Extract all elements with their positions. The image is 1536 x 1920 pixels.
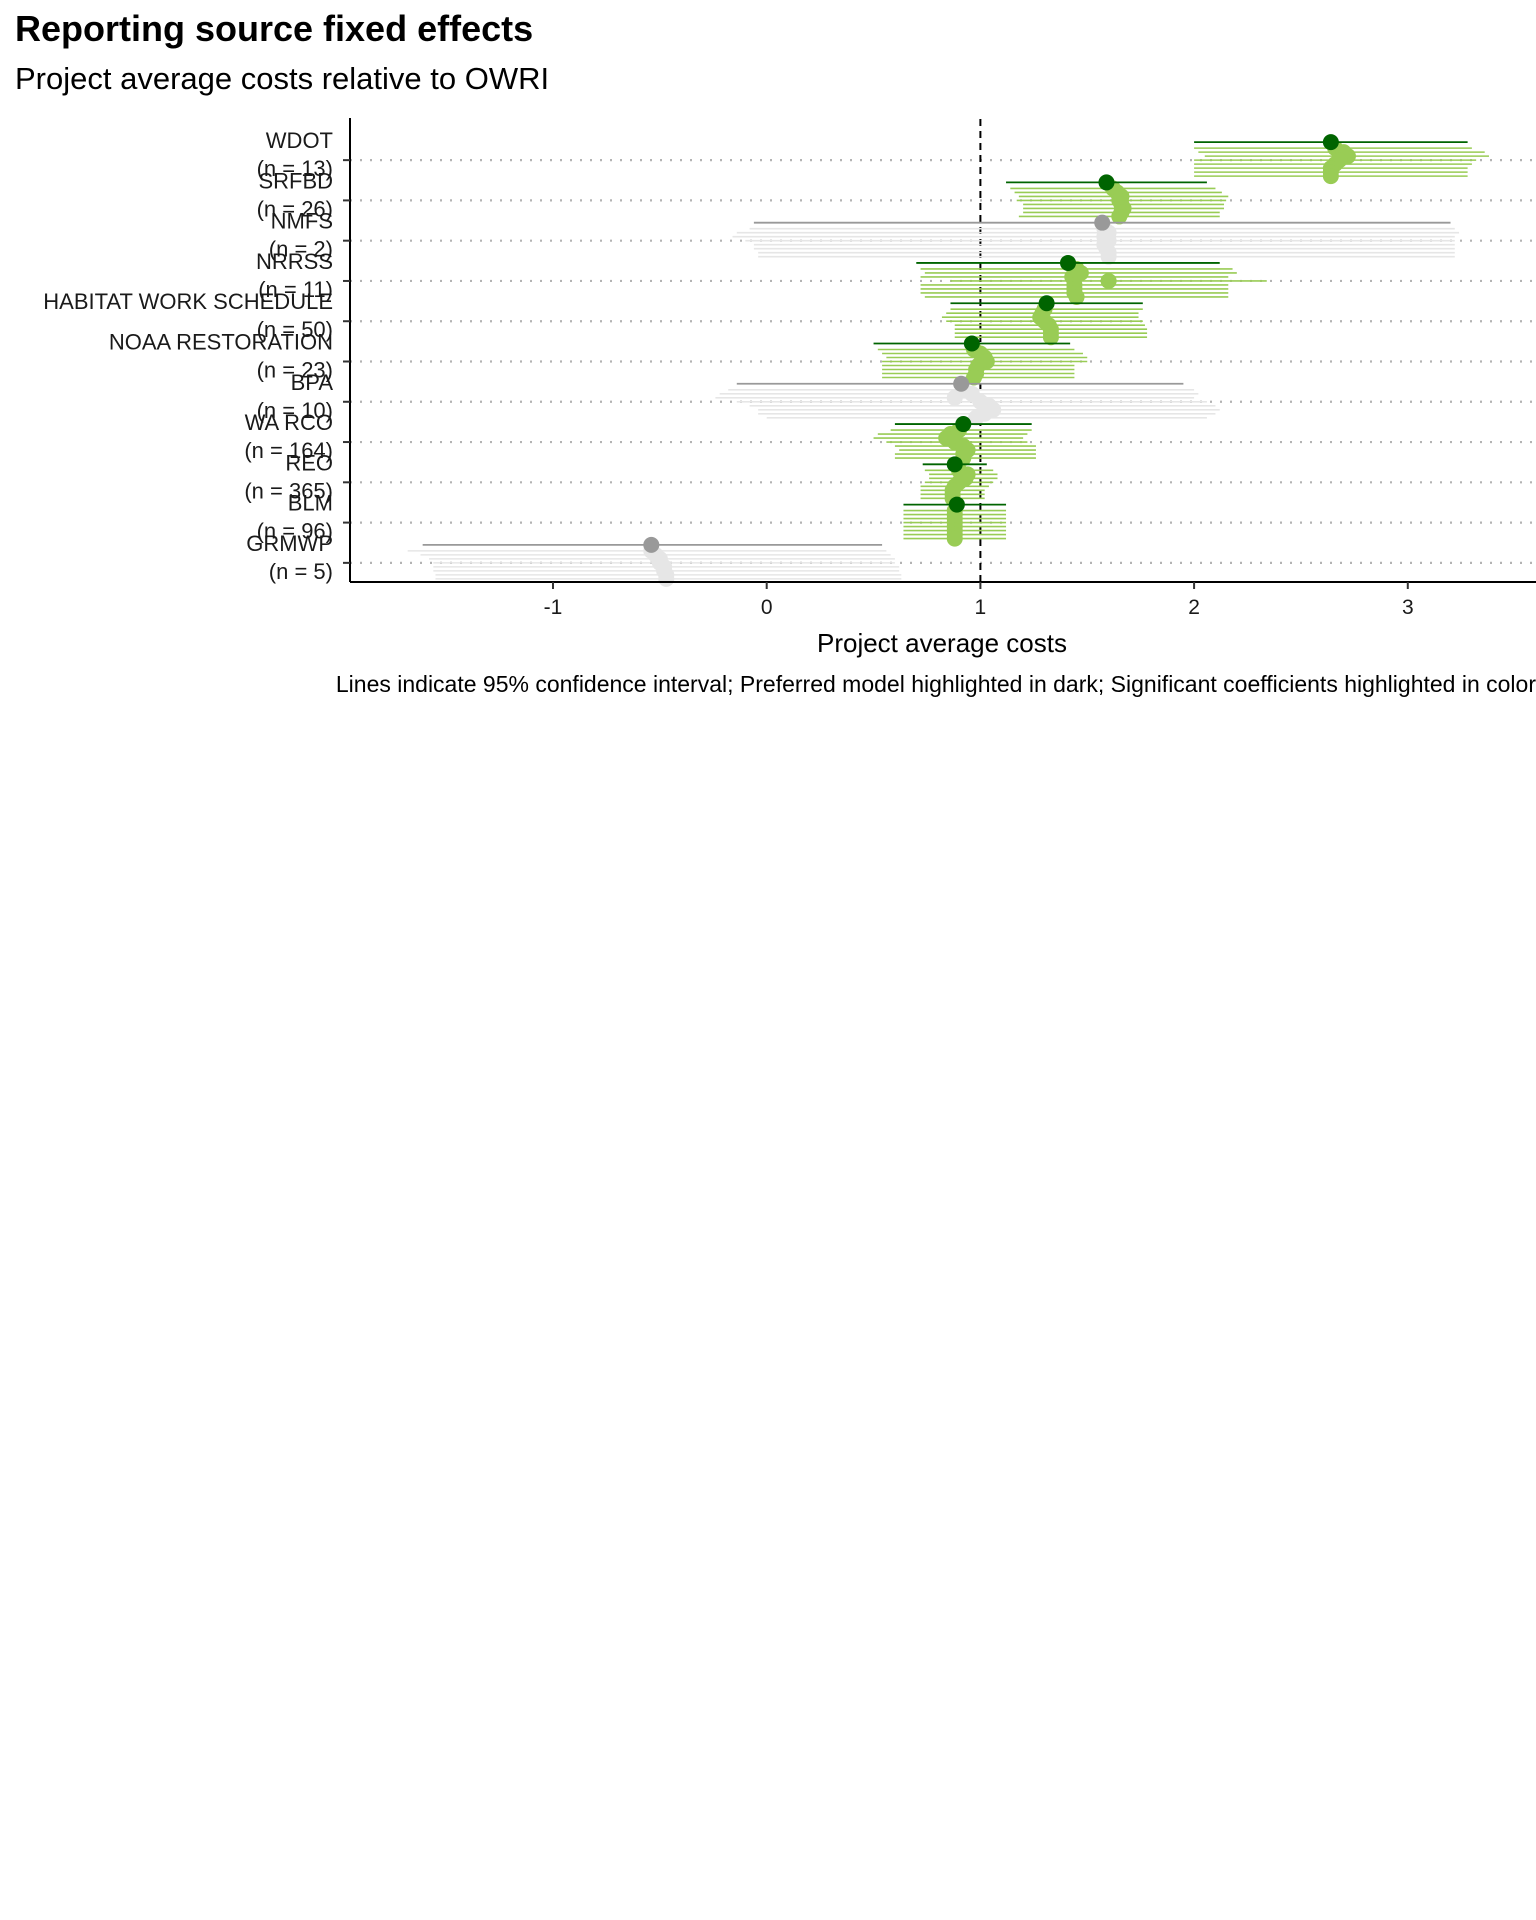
category-count-label: (n = 5): [269, 559, 333, 584]
category-label: BPA: [291, 370, 334, 395]
category-count-label: (n = 26): [257, 196, 333, 221]
category-label: HABITAT WORK SCHEDULE: [43, 289, 333, 314]
alt-estimate-point: [1100, 272, 1117, 289]
x-axis-title: Project average costs: [817, 628, 1067, 658]
category-count-label: (n = 23): [257, 358, 333, 383]
preferred-estimate-point: [1322, 134, 1339, 151]
y-axis-labels: WDOT (n = 13)SRFBD (n = 26)NMFS (n = 2)NRRS…: [43, 128, 333, 584]
alt-estimate-point: [1111, 208, 1128, 225]
alternative-models: [407, 140, 1489, 587]
chart-caption: Lines indicate 95% confidence interval; …: [336, 671, 1536, 697]
chart-title: Reporting source fixed effects: [15, 8, 534, 49]
category-count-label: (n = 13): [257, 156, 333, 181]
preferred-estimate-point: [1038, 295, 1055, 312]
x-tick-label: -1: [544, 596, 563, 619]
category-label: NRRSS: [256, 249, 333, 274]
category-count-label: (n = 2): [269, 237, 333, 262]
category-count-label: (n = 10): [257, 398, 333, 423]
category-count-label: (n = 11): [258, 277, 333, 302]
alt-estimate-point: [946, 530, 963, 547]
alt-estimate-point: [946, 389, 963, 406]
category-count-label: (n = 50): [257, 317, 333, 342]
alt-estimate-point: [1068, 288, 1085, 305]
preferred-estimate-point: [1094, 214, 1111, 231]
preferred-estimate-point: [963, 335, 980, 352]
x-tick-label: 2: [1188, 596, 1200, 619]
x-tick-label: 3: [1402, 596, 1414, 619]
category-count-label: (n = 164): [244, 438, 333, 463]
category-count-label: (n = 96): [257, 519, 333, 544]
alt-estimate-point: [1322, 168, 1339, 185]
category-label: WDOT: [266, 128, 333, 153]
x-tick-label: 0: [761, 596, 773, 619]
preferred-estimate-point: [1060, 254, 1077, 271]
category-label: REO: [285, 450, 333, 475]
category-label: NMFS: [271, 209, 333, 234]
preferred-estimate-point: [1098, 174, 1115, 191]
category-label: WA RCO: [245, 410, 333, 435]
category-label: BLM: [288, 491, 333, 516]
alt-estimate-point: [968, 409, 985, 426]
alt-estimate-point: [965, 369, 982, 386]
alt-estimate-point: [658, 570, 675, 587]
alt-estimate-point: [1042, 329, 1059, 346]
preferred-estimate-point: [955, 416, 972, 433]
alt-estimate-point: [1100, 248, 1117, 265]
category-count-label: (n = 365): [244, 478, 333, 503]
category-label: NOAA RESTORATION: [109, 330, 333, 355]
axes: -1 0 1 2 3: [343, 118, 1536, 619]
preferred-estimate-point: [953, 375, 970, 392]
preferred-estimate-point: [643, 536, 660, 553]
category-label: SRFBD: [258, 168, 333, 193]
x-tick-label: 1: [975, 596, 987, 619]
preferred-estimate-point: [948, 496, 965, 513]
category-label: GRMWP: [246, 531, 333, 556]
preferred-estimate-point: [946, 456, 963, 473]
chart-subtitle: Project average costs relative to OWRI: [15, 61, 550, 96]
preferred-models: [422, 134, 1468, 553]
